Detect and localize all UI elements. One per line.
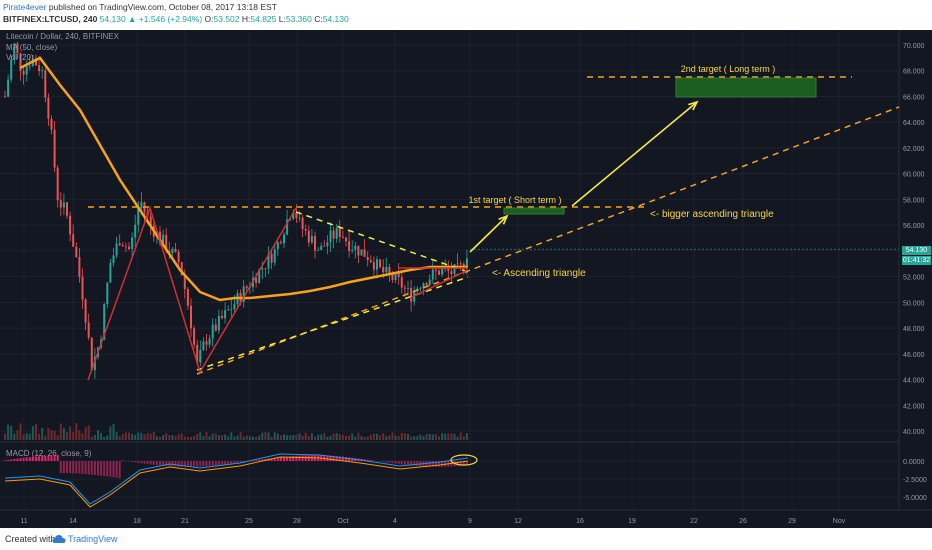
publish-line: Pirate4ever published on TradingView.com… xyxy=(3,2,277,12)
time-tick: Nov xyxy=(833,518,846,525)
price-tick: 68.000 xyxy=(903,69,925,76)
chart-header: Pirate4ever published on TradingView.com… xyxy=(0,0,932,30)
time-tick: 4 xyxy=(393,518,397,525)
close-label: C: xyxy=(314,14,323,24)
time-tick: 22 xyxy=(690,518,698,525)
low-label: L: xyxy=(278,14,286,24)
time-tick: 16 xyxy=(576,518,584,525)
price-tick: 70.000 xyxy=(903,43,925,50)
time-tick: 11 xyxy=(20,518,27,525)
bar-countdown-label: 01:41:32 xyxy=(902,256,931,265)
price-tick: 42.000 xyxy=(903,403,925,410)
macd-tick: 0.0000 xyxy=(903,459,925,466)
time-tick: 21 xyxy=(181,518,189,525)
publish-info: published on TradingView.com, October 08… xyxy=(46,2,277,12)
price-tick: 50.000 xyxy=(903,300,925,307)
low-value: 53.360 xyxy=(285,14,312,24)
price-tick: 44.000 xyxy=(903,378,925,385)
tradingview-cloud-icon xyxy=(52,535,66,543)
quote-line: BITFINEX:LTCUSD, 240 54.130 ▲ +1.546 (+2… xyxy=(3,14,349,24)
close-value: 54.130 xyxy=(322,14,349,24)
bigger-triangle-label: <- bigger ascending triangle xyxy=(650,209,774,220)
macd-legend[interactable]: MACD (12, 26, close, 9) xyxy=(6,449,92,458)
time-tick: 9 xyxy=(468,518,472,525)
target2-label: 2nd target ( Long term ) xyxy=(681,64,776,74)
price-change: ▲ +1.546 (+2.94%) xyxy=(128,14,203,24)
time-tick: 25 xyxy=(245,518,253,525)
symbol-legend: Litecoin / Dollar, 240, BITFINEX xyxy=(6,32,119,41)
time-tick: 29 xyxy=(788,518,796,525)
macd-pane xyxy=(4,453,478,508)
time-tick: 19 xyxy=(628,518,636,525)
last-price: 54.130 xyxy=(99,14,126,24)
macd-tick: -2.5000 xyxy=(903,477,927,484)
time-axis[interactable]: 11 14 18 21 25 28 Oct 4 9 12 16 19 22 26 29 Nov xyxy=(20,518,845,525)
volume-legend[interactable]: Vol (20) xyxy=(6,53,34,62)
price-tick: 64.000 xyxy=(903,120,925,127)
time-tick: 12 xyxy=(514,518,522,525)
price-tick: 66.000 xyxy=(903,94,925,101)
price-tick: 46.000 xyxy=(903,352,925,359)
price-tick: 58.000 xyxy=(903,197,925,204)
symbol-label: BITFINEX:LTCUSD, 240 xyxy=(3,14,98,24)
open-label: O: xyxy=(204,14,214,24)
created-with-text: Created with xyxy=(5,534,56,544)
chart-canvas[interactable]: 70.000 68.000 66.000 64.000 62.000 60.000 58.0… xyxy=(0,30,932,528)
time-tick: 28 xyxy=(293,518,301,525)
grid-lines xyxy=(0,30,899,510)
volume-bars xyxy=(4,423,468,440)
author-link[interactable]: Pirate4ever xyxy=(3,2,47,12)
moving-average-line xyxy=(19,56,468,302)
price-tick: 40.000 xyxy=(903,429,925,436)
macd-tick: -5.0000 xyxy=(903,495,927,502)
time-tick: 18 xyxy=(133,518,141,525)
price-tick: 60.000 xyxy=(903,172,925,179)
trend-drawings[interactable] xyxy=(87,76,900,381)
high-label: H: xyxy=(241,14,251,24)
chart-area[interactable]: 70.000 68.000 66.000 64.000 62.000 60.000 58.0… xyxy=(0,30,932,528)
price-axis[interactable]: 70.000 68.000 66.000 64.000 62.000 60.000 58.0… xyxy=(903,43,927,502)
tradingview-brand[interactable]: TradingView xyxy=(68,534,118,544)
high-value: 54.825 xyxy=(250,14,277,24)
price-tick: 56.000 xyxy=(903,223,925,230)
open-value: 53.502 xyxy=(213,14,240,24)
ascending-triangle-label: <- Ascending triangle xyxy=(492,268,586,279)
footer: Created with TradingView xyxy=(0,528,932,550)
price-tick: 52.000 xyxy=(903,275,925,282)
time-tick: Oct xyxy=(338,518,349,525)
ma-legend[interactable]: MA (50, close) xyxy=(6,43,58,52)
price-tick: 48.000 xyxy=(903,326,925,333)
current-price-label: 54.130 xyxy=(902,246,931,255)
time-tick: 26 xyxy=(739,518,747,525)
target1-label: 1st target ( Short term ) xyxy=(468,195,561,205)
price-tick: 62.000 xyxy=(903,146,925,153)
time-tick: 14 xyxy=(69,518,77,525)
